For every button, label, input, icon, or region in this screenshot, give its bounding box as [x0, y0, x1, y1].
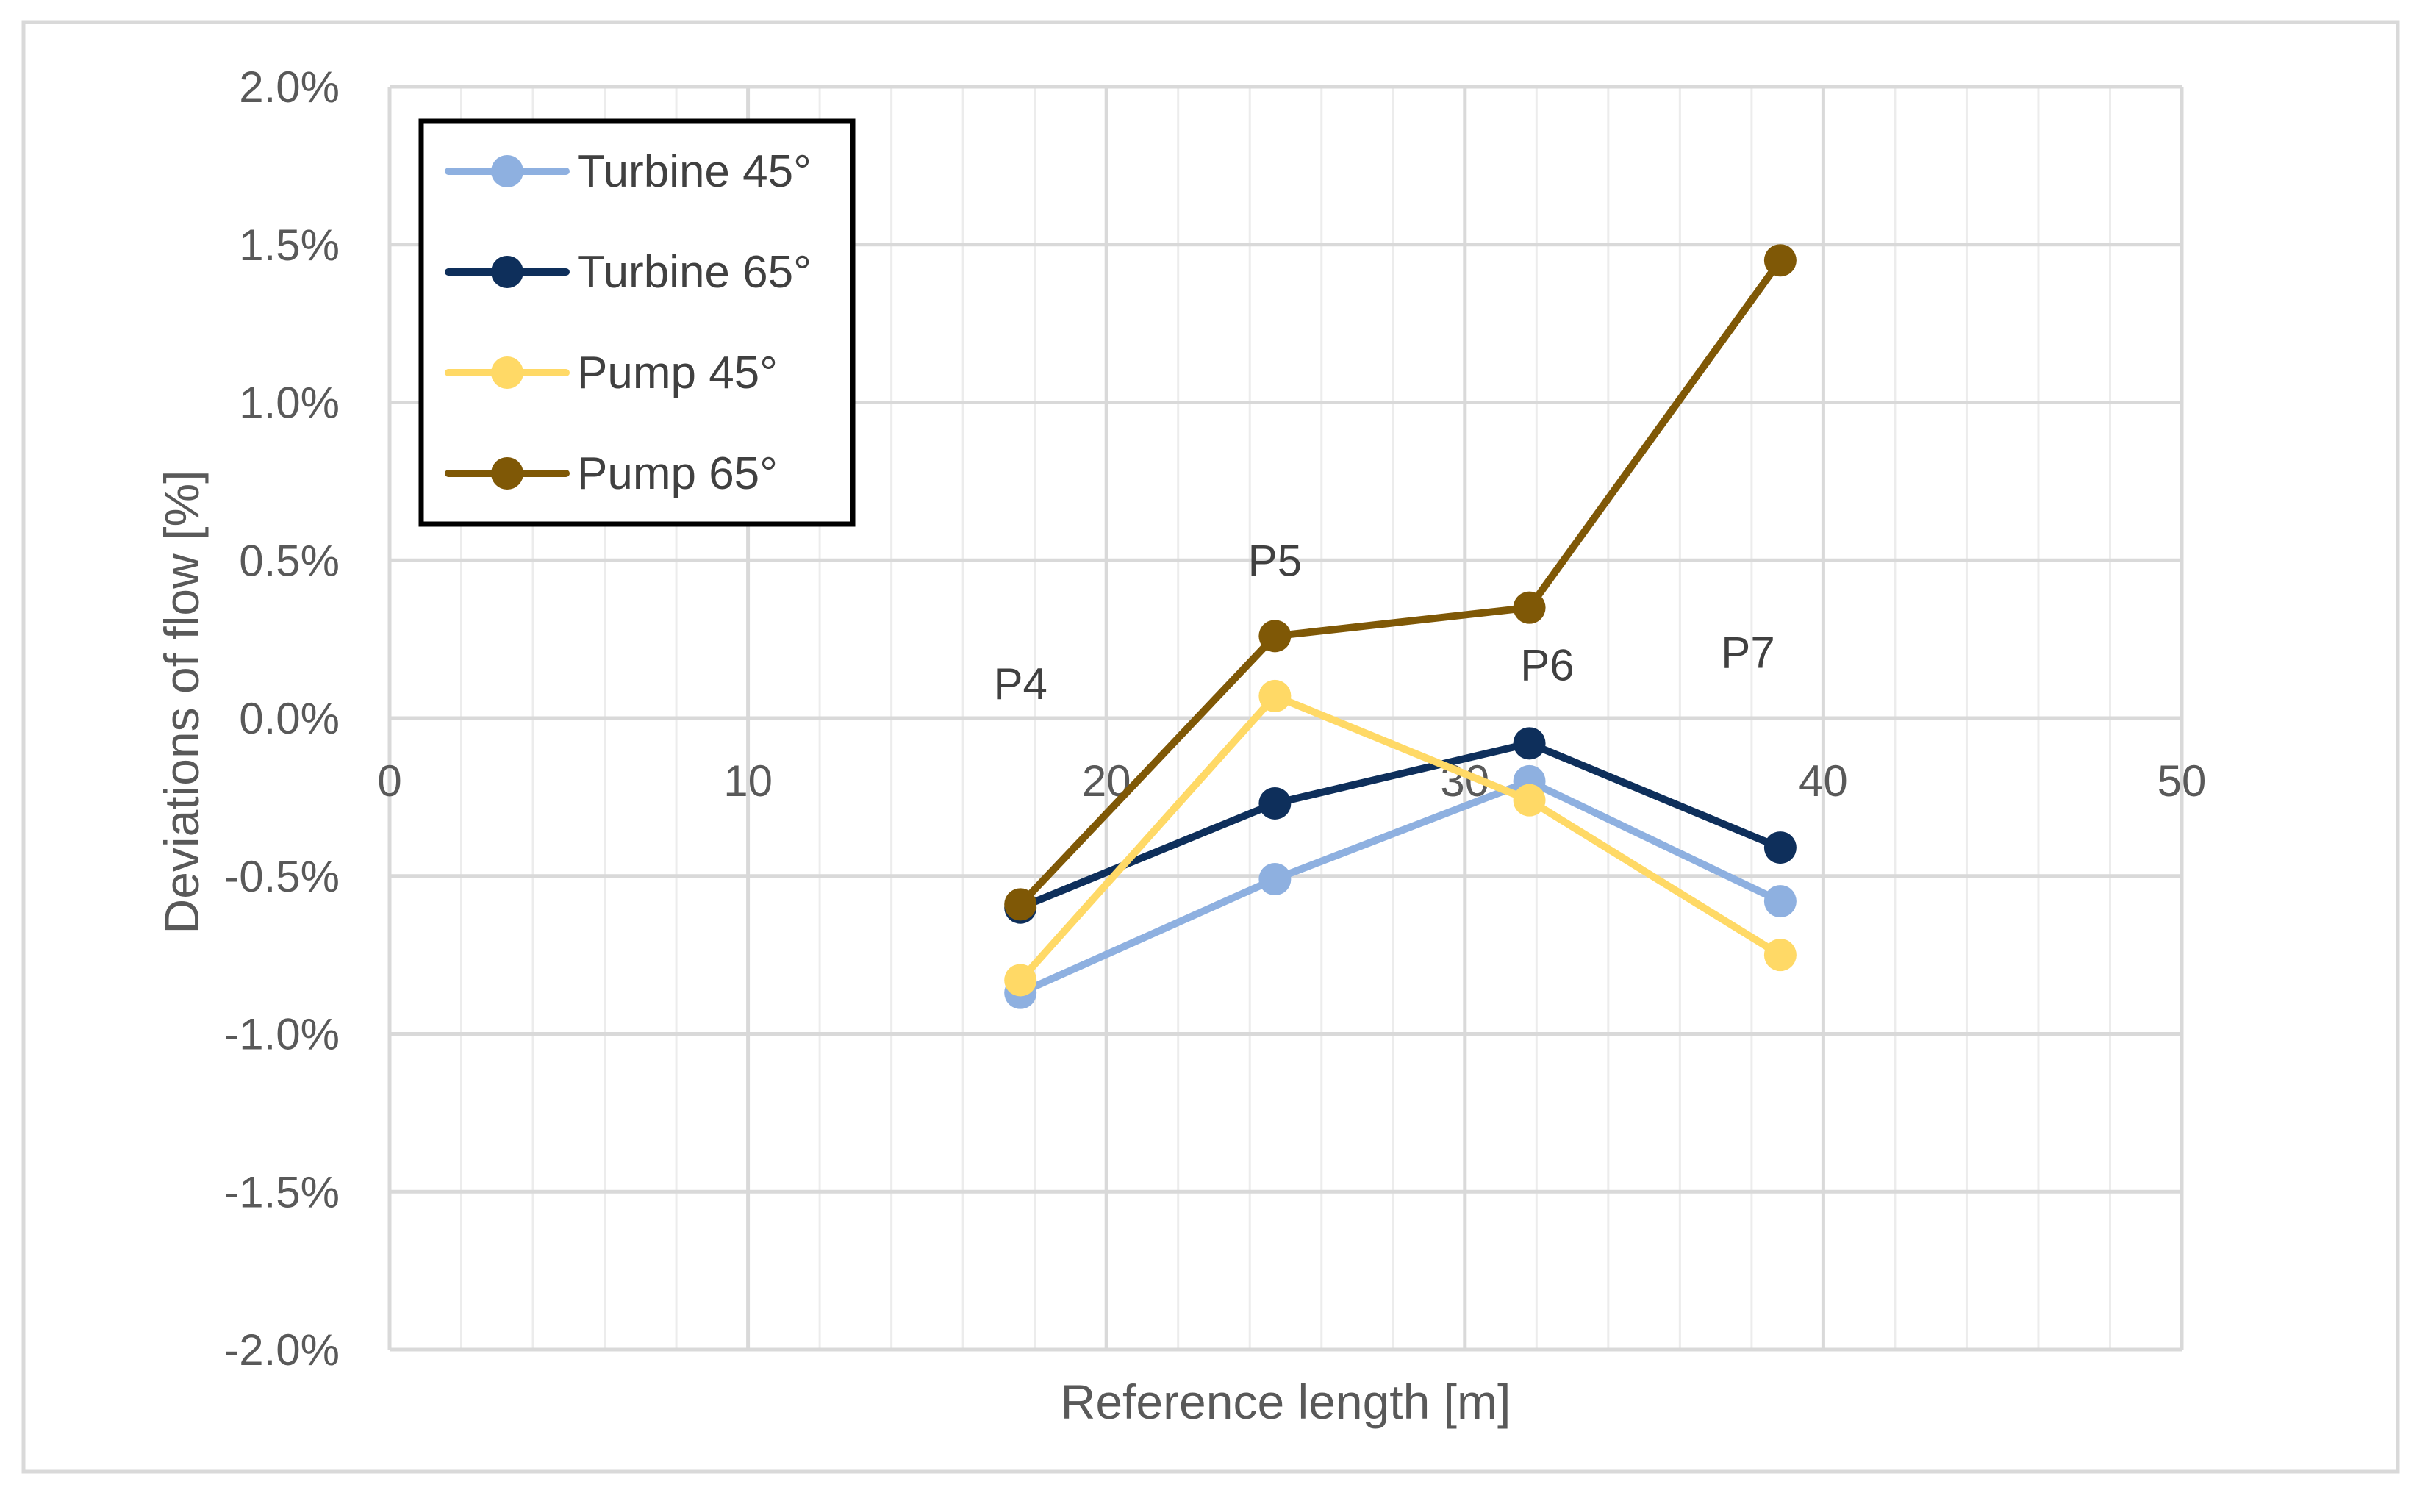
chart-border — [21, 20, 2400, 1474]
y-axis-ticks: 2.0% 1.5% 1.0% 0.5% 0.0% -0.5% -1.0% -1.5% -2.0% — [224, 62, 340, 1375]
legend-items: Turbine 45° Turbine 65° Pump 45° Pump 65° — [445, 146, 812, 499]
point-labels: P4 P5 P6 P7 — [993, 537, 1774, 709]
x-tick-label: 50 — [2157, 756, 2207, 806]
legend-label: Pump 65° — [577, 448, 778, 499]
legend-marker-turbine-45 — [491, 155, 523, 187]
legend-box — [418, 118, 856, 527]
y-tick-label: 1.5% — [239, 221, 340, 270]
data-point-pump-65 — [1004, 888, 1037, 921]
x-tick-label: 10 — [723, 756, 773, 806]
data-point-pump-65 — [1258, 620, 1292, 653]
legend-label: Turbine 65° — [577, 247, 812, 298]
legend-item-pump-45: Pump 45° — [445, 348, 778, 398]
y-tick-label: 0.0% — [239, 694, 340, 743]
y-tick-label: 2.0% — [239, 62, 340, 112]
legend-label: Turbine 45° — [577, 146, 812, 197]
y-tick-label: -2.0% — [224, 1325, 340, 1375]
legend-item-pump-65: Pump 65° — [445, 448, 778, 499]
point-label: P5 — [1248, 537, 1302, 586]
data-point-turbine-65 — [1513, 727, 1546, 760]
legend-marker-turbine-65 — [491, 256, 523, 288]
point-label: P6 — [1520, 640, 1574, 689]
y-tick-label: 0.5% — [239, 536, 340, 585]
legend-marker-pump-65 — [491, 457, 523, 490]
y-axis-title: Deviations of flow [%] — [154, 470, 209, 934]
legend-item-turbine-65: Turbine 65° — [445, 247, 812, 298]
series-line-pump-65 — [1017, 257, 1784, 909]
series-line-pump-45 — [1017, 692, 1784, 984]
y-tick-label: 1.0% — [239, 379, 340, 428]
x-tick-label: 0 — [377, 756, 401, 806]
data-point-pump-65 — [1513, 591, 1546, 624]
data-point-pump-45 — [1513, 784, 1546, 817]
series-line-turbine-45 — [1017, 777, 1784, 997]
point-label: P7 — [1721, 628, 1774, 677]
y-tick-label: -1.0% — [224, 1010, 340, 1059]
y-tick-label: -1.5% — [224, 1167, 340, 1217]
data-point-pump-45 — [1763, 939, 1797, 972]
data-point-pump-65 — [1763, 244, 1797, 277]
y-tick-label: -0.5% — [224, 852, 340, 901]
data-point-turbine-65 — [1763, 831, 1797, 864]
series-line-turbine-65 — [1017, 739, 1784, 911]
point-label: P4 — [993, 659, 1047, 709]
series-turbine-45 — [1004, 764, 1797, 1009]
x-tick-label: 40 — [1799, 756, 1848, 806]
legend-marker-pump-45 — [491, 356, 523, 389]
data-point-turbine-45 — [1258, 863, 1292, 896]
data-point-turbine-45 — [1763, 885, 1797, 918]
data-point-pump-45 — [1004, 964, 1037, 997]
x-axis-title: Reference length [m] — [1061, 1375, 1511, 1429]
legend-item-turbine-45: Turbine 45° — [445, 146, 812, 197]
legend-label: Pump 45° — [577, 348, 778, 398]
data-point-pump-45 — [1258, 679, 1292, 712]
series-layer — [1004, 244, 1797, 1009]
series-pump-65 — [1004, 244, 1797, 921]
legend: Turbine 45° Turbine 65° Pump 45° Pump 65° — [418, 118, 856, 527]
data-point-turbine-65 — [1258, 787, 1292, 820]
series-pump-45 — [1004, 679, 1797, 997]
